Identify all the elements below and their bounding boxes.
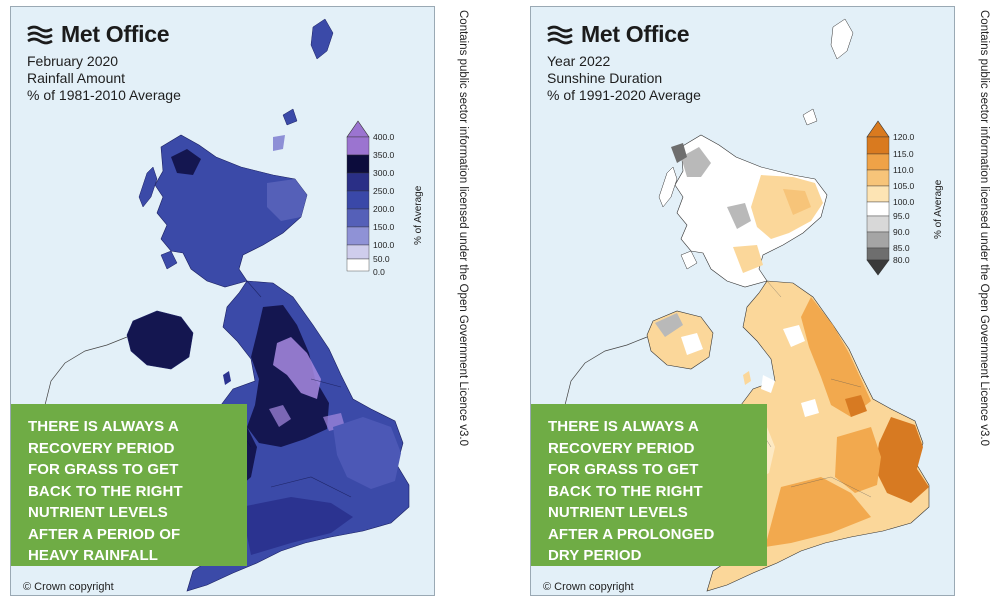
legend-tick: 90.0: [893, 227, 910, 237]
rainfall-map-panel: Met Office February 2020 Rainfall Amount…: [10, 6, 435, 596]
legend-tick: 250.0: [373, 186, 395, 196]
met-office-logo: Met Office: [26, 21, 169, 48]
licence-credit-right: Contains public sector information licen…: [976, 10, 992, 480]
callout-line: BACK TO THE RIGHT: [28, 482, 183, 500]
legend-tick: 100.0: [373, 240, 395, 250]
map-title-period: Year 2022: [547, 53, 611, 69]
legend-tick: 0.0: [373, 267, 385, 277]
callout-line: FOR GRASS TO GET: [548, 461, 699, 478]
map-title-variable: Rainfall Amount: [27, 70, 126, 86]
callout-line: THERE IS ALWAYS A: [548, 418, 699, 435]
legend-colorbar: [346, 120, 370, 272]
legend-tick: 200.0: [373, 204, 395, 214]
legend-tick: 150.0: [373, 222, 395, 232]
legend-title: % of Average: [933, 179, 944, 239]
map-title-baseline: % of 1991-2020 Average: [547, 87, 701, 103]
legend-tick: 350.0: [373, 150, 395, 160]
recovery-callout-sunshine: THERE IS ALWAYS A RECOVERY PERIOD FOR GR…: [531, 404, 767, 566]
callout-line: RECOVERY PERIOD: [28, 439, 175, 457]
legend-tick: 100.0: [893, 197, 915, 207]
map-region-northern-ireland: [126, 310, 194, 370]
legend-tick: 105.0: [893, 181, 915, 191]
legend-tick: 120.0: [893, 132, 915, 142]
legend-tick: 95.0: [893, 211, 910, 221]
legend-colorbar: [866, 120, 890, 276]
callout-line: AFTER A PERIOD OF: [28, 525, 181, 543]
callout-line: BACK TO THE RIGHT: [548, 482, 703, 500]
brand-name: Met Office: [581, 21, 690, 47]
legend-tick: 80.0: [893, 255, 910, 265]
legend-tick: 50.0: [373, 254, 390, 264]
licence-credit-left: Contains public sector information licen…: [455, 10, 471, 480]
map-title-baseline: % of 1981-2010 Average: [27, 87, 181, 103]
callout-line: NUTRIENT LEVELS: [28, 504, 168, 521]
callout-line: RECOVERY PERIOD: [548, 439, 695, 457]
met-office-wave-icon: [27, 25, 53, 44]
crown-copyright: © Crown copyright: [543, 581, 634, 593]
legend-tick: 110.0: [893, 165, 914, 175]
recovery-callout-rainfall: THERE IS ALWAYS A RECOVERY PERIOD FOR GR…: [11, 404, 247, 566]
legend-title: % of Average: [413, 185, 424, 245]
met-office-logo: Met Office: [546, 21, 689, 48]
callout-line: HEAVY RAINFALL: [28, 547, 159, 564]
map-region-scotland: [674, 134, 828, 288]
legend-tick: 300.0: [373, 168, 395, 178]
callout-line: AFTER A PROLONGED: [548, 525, 715, 543]
licence-text: Contains public sector information licen…: [978, 10, 990, 446]
sunshine-map-panel: Met Office Year 2022 Sunshine Duration %…: [530, 6, 955, 596]
brand-name: Met Office: [61, 21, 170, 47]
licence-text: Contains public sector information licen…: [457, 10, 469, 446]
map-title-period: February 2020: [27, 53, 119, 69]
sunshine-legend: 120.0 115.0 110.0 105.0 100.0 95.0 90.0 …: [865, 117, 945, 277]
map-title-block: Year 2022 Sunshine Duration % of 1991-20…: [547, 53, 701, 104]
legend-tick: 115.0: [893, 149, 914, 159]
map-title-variable: Sunshine Duration: [547, 70, 663, 86]
callout-line: DRY PERIOD: [548, 547, 642, 564]
legend-tick: 85.0: [893, 243, 910, 253]
rainfall-legend: 400.0 350.0 300.0 250.0 200.0 150.0 100.…: [345, 117, 425, 277]
legend-tick: 400.0: [373, 132, 395, 142]
crown-copyright: © Crown copyright: [23, 581, 114, 593]
callout-line: FOR GRASS TO GET: [28, 461, 179, 478]
map-title-block: February 2020 Rainfall Amount % of 1981-…: [27, 53, 181, 104]
met-office-wave-icon: [547, 25, 573, 44]
callout-line: THERE IS ALWAYS A: [28, 418, 179, 435]
callout-line: NUTRIENT LEVELS: [548, 504, 688, 521]
